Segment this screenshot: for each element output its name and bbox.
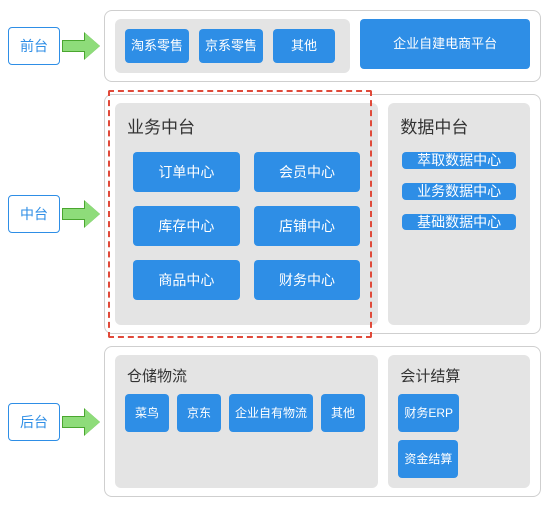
group-title-business: 业务中台: [127, 113, 368, 138]
back-panel: 仓储物流 菜鸟 京东 企业自有物流 其他 会计结算 财务ERP 资金结算: [104, 346, 541, 497]
chip-member-center: 会员中心: [254, 152, 361, 192]
accounting-group: 会计结算 财务ERP 资金结算: [388, 355, 530, 488]
arrow-icon: [62, 33, 100, 59]
chip-goods-center: 商品中心: [133, 260, 240, 300]
chip-self-built-ecom: 企业自建电商平台: [360, 19, 530, 69]
tier-label-front: 前台: [8, 27, 60, 65]
chip-taobao-retail: 淘系零售: [125, 29, 189, 63]
chip-extract-data-center: 萃取数据中心: [402, 152, 516, 169]
middle-panel: 业务中台 订单中心 会员中心 库存中心 店铺中心 商品中心 财务中心 数据中台 …: [104, 94, 541, 334]
chip-business-data-center: 业务数据中心: [402, 183, 516, 200]
group-title-accounting: 会计结算: [400, 365, 520, 386]
arrow-icon: [62, 409, 100, 435]
chip-other-retail: 其他: [273, 29, 335, 63]
chip-inventory-center: 库存中心: [133, 206, 240, 246]
chip-finance-erp: 财务ERP: [398, 394, 459, 432]
data-midplatform-group: 数据中台 萃取数据中心 业务数据中心 基础数据中心: [388, 103, 530, 325]
chip-order-center: 订单中心: [133, 152, 240, 192]
tier-label-back: 后台: [8, 403, 60, 441]
tier-front: 前台 淘系零售 京系零售 其他 企业自建电商平台: [8, 10, 541, 82]
chip-other-logistics: 其他: [321, 394, 365, 432]
chip-base-data-center: 基础数据中心: [402, 214, 516, 231]
front-left-group: 淘系零售 京系零售 其他: [115, 19, 350, 73]
business-midplatform-group: 业务中台 订单中心 会员中心 库存中心 店铺中心 商品中心 财务中心: [115, 103, 378, 325]
arrow-icon: [62, 201, 100, 227]
chip-finance-center: 财务中心: [254, 260, 361, 300]
chip-fund-settlement: 资金结算: [398, 440, 458, 478]
chip-jd-retail: 京系零售: [199, 29, 263, 63]
tier-middle: 中台 业务中台 订单中心 会员中心 库存中心 店铺中心 商品中心 财务中心 数据…: [8, 94, 541, 334]
logistics-group: 仓储物流 菜鸟 京东 企业自有物流 其他: [115, 355, 378, 488]
chip-store-center: 店铺中心: [254, 206, 361, 246]
front-panel: 淘系零售 京系零售 其他 企业自建电商平台: [104, 10, 541, 82]
tier-back: 后台 仓储物流 菜鸟 京东 企业自有物流 其他 会计结算 财务ERP 资金结算: [8, 346, 541, 497]
group-title-logistics: 仓储物流: [127, 365, 368, 386]
tier-label-middle: 中台: [8, 195, 60, 233]
chip-cainiao: 菜鸟: [125, 394, 169, 432]
group-title-data: 数据中台: [400, 113, 520, 138]
chip-own-logistics: 企业自有物流: [229, 394, 313, 432]
chip-jd-logistics: 京东: [177, 394, 221, 432]
